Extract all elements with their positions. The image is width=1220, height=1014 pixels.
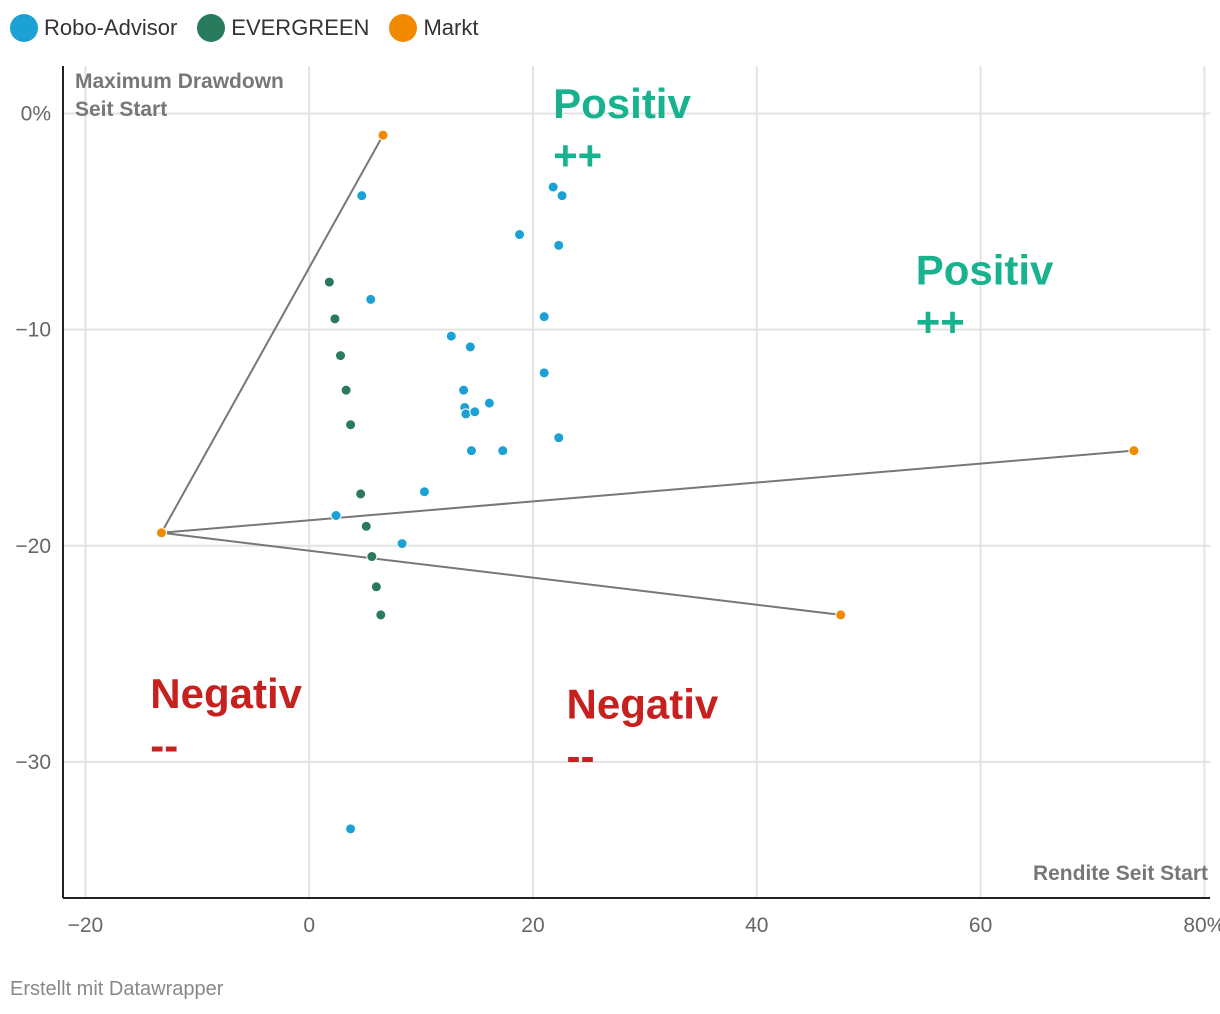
point-robo-advisor — [464, 341, 476, 353]
legend-label-markt: Markt — [423, 15, 479, 40]
connector-line — [160, 134, 384, 534]
connector-line — [161, 449, 1134, 534]
x-tick-label: 80% — [1183, 914, 1220, 937]
annotation-label: Positiv — [916, 246, 1054, 293]
point-evergreen — [340, 384, 352, 396]
y-tick-label: −30 — [15, 751, 51, 774]
annotation-label: Negativ — [567, 681, 719, 728]
point-robo-advisor — [445, 330, 457, 342]
point-robo-advisor — [345, 823, 357, 835]
annotation-sign: ++ — [553, 132, 602, 179]
point-robo-advisor — [553, 239, 565, 251]
point-robo-advisor — [538, 311, 550, 323]
point-robo-advisor — [458, 384, 470, 396]
legend-item-markt: Markt — [389, 14, 478, 42]
point-robo-advisor — [556, 190, 568, 202]
y-axis-title: Seit Start — [75, 98, 167, 121]
point-robo-advisor — [418, 486, 430, 498]
y-tick-label: −20 — [15, 535, 51, 558]
point-robo-advisor — [553, 432, 565, 444]
annotation-label: Positiv — [553, 80, 691, 127]
y-axis-title: Maximum Drawdown — [75, 70, 284, 93]
legend-item-robo-advisor: Robo-Advisor — [10, 14, 177, 42]
legend-swatch-markt — [389, 14, 418, 42]
legend-item-evergreen: EVERGREEN — [197, 14, 369, 42]
legend-swatch-evergreen — [197, 14, 226, 42]
legend: Robo-Advisor EVERGREEN Markt — [10, 12, 478, 44]
point-robo-advisor — [465, 445, 477, 457]
x-tick-label: 0 — [303, 914, 315, 937]
x-tick-label: −20 — [68, 914, 104, 937]
annotation-sign: ++ — [916, 298, 965, 345]
annotation-sign: -- — [567, 733, 595, 780]
point-robo-advisor — [483, 397, 495, 409]
x-axis-title: Rendite Seit Start — [1033, 862, 1208, 885]
point-evergreen — [370, 581, 382, 593]
point-robo-advisor — [497, 445, 509, 457]
annotation-sign: -- — [150, 722, 178, 769]
x-tick-label: 60 — [969, 914, 992, 937]
point-robo-advisor — [514, 229, 526, 241]
point-markt — [1128, 445, 1140, 457]
legend-label-robo-advisor: Robo-Advisor — [44, 15, 178, 40]
point-evergreen — [345, 419, 357, 431]
point-robo-advisor — [330, 509, 342, 521]
point-markt — [835, 609, 847, 621]
connector-line — [161, 531, 841, 616]
y-tick-label: −10 — [15, 319, 51, 342]
point-evergreen — [335, 350, 347, 362]
point-evergreen — [360, 520, 372, 532]
point-robo-advisor — [547, 181, 559, 193]
point-evergreen — [375, 609, 387, 621]
y-tick-label: 0% — [21, 103, 51, 126]
point-robo-advisor — [469, 406, 481, 418]
point-robo-advisor — [356, 190, 368, 202]
point-robo-advisor — [365, 293, 377, 305]
x-tick-label: 20 — [521, 914, 544, 937]
point-robo-advisor — [396, 538, 408, 550]
x-tick-label: 40 — [745, 914, 768, 937]
footer-credit: Erstellt mit Datawrapper — [10, 978, 224, 1000]
legend-swatch-robo-advisor — [10, 14, 38, 42]
point-evergreen — [355, 488, 367, 500]
point-robo-advisor — [460, 408, 472, 420]
point-evergreen — [366, 551, 378, 563]
point-robo-advisor — [538, 367, 550, 379]
annotation-label: Negativ — [150, 670, 302, 717]
point-evergreen — [329, 313, 341, 325]
point-evergreen — [323, 276, 335, 288]
legend-label-evergreen: EVERGREEN — [231, 15, 370, 40]
point-markt — [377, 129, 389, 141]
point-markt — [155, 527, 167, 539]
